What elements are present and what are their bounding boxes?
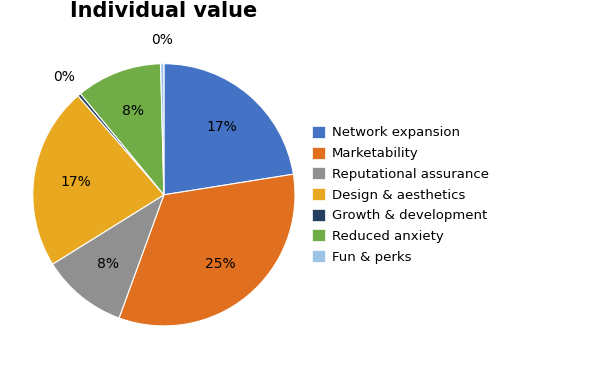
Wedge shape bbox=[164, 64, 293, 195]
Wedge shape bbox=[80, 64, 164, 195]
Text: 0%: 0% bbox=[151, 33, 173, 47]
Text: 0%: 0% bbox=[53, 70, 75, 84]
Wedge shape bbox=[33, 96, 164, 264]
Legend: Network expansion, Marketability, Reputational assurance, Design & aesthetics, G: Network expansion, Marketability, Reputa… bbox=[308, 122, 493, 267]
Text: 25%: 25% bbox=[206, 257, 236, 270]
Text: 17%: 17% bbox=[206, 120, 237, 134]
Wedge shape bbox=[119, 174, 295, 326]
Text: 8%: 8% bbox=[122, 104, 144, 118]
Text: 8%: 8% bbox=[97, 257, 119, 271]
Title: Individual value: Individual value bbox=[70, 1, 257, 21]
Wedge shape bbox=[52, 195, 164, 318]
Text: 17%: 17% bbox=[60, 175, 91, 189]
Wedge shape bbox=[161, 64, 164, 195]
Wedge shape bbox=[78, 94, 164, 195]
